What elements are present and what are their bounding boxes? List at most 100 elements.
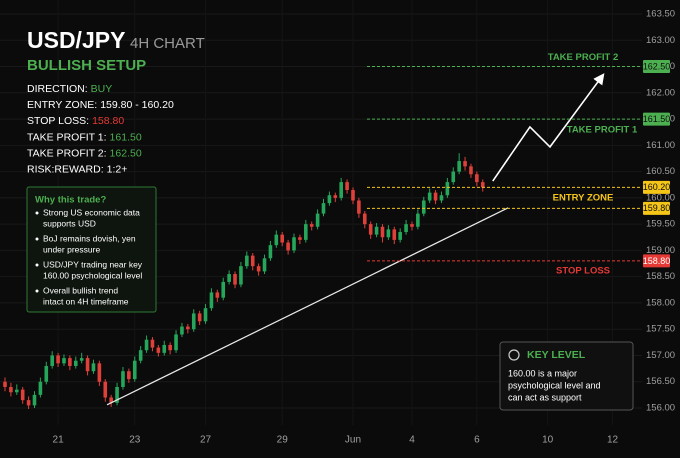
x-tick-label: 29: [277, 435, 289, 446]
candle-body: [416, 213, 420, 227]
x-tick-label: 27: [200, 435, 212, 446]
why-title: Why this trade?: [35, 195, 106, 206]
level-tag-label: 160.20: [643, 182, 671, 192]
x-tick-label: 12: [607, 435, 619, 446]
candle-body: [150, 339, 155, 348]
candle-body: [14, 389, 19, 393]
chart-subtitle: 4H CHART: [130, 35, 205, 52]
candle-body: [209, 292, 214, 309]
setup-line: ENTRY ZONE: 159.80 - 160.20: [27, 99, 174, 111]
bullet-text: intact on 4H timeframe: [43, 296, 129, 306]
candle-body: [345, 182, 349, 190]
x-tick-label: Jun: [345, 435, 361, 446]
setup-line: TAKE PROFIT 2: 162.50: [27, 147, 142, 159]
bullet-text: supports USD: [43, 218, 96, 228]
candle-body: [439, 195, 444, 201]
candle-body: [309, 224, 314, 227]
y-tick-label: 161.00: [646, 140, 675, 151]
y-tick-label: 163.00: [646, 35, 675, 46]
setup-value: 162.50: [110, 147, 142, 159]
candle-body: [327, 195, 332, 204]
setup-value: 158.80: [92, 115, 124, 127]
candle-body: [109, 397, 113, 403]
why-box: [26, 186, 157, 313]
projection-arrow: [492, 73, 605, 182]
candle-body: [115, 386, 119, 403]
bulb-icon: [508, 349, 520, 361]
candle-body: [374, 226, 379, 235]
level-tag-label: 159.80: [643, 203, 671, 213]
candle-body: [180, 326, 184, 335]
candle-body: [404, 224, 408, 233]
candle-body: [298, 237, 302, 240]
candle-body: [469, 166, 473, 175]
x-tick-label: 4: [409, 435, 415, 446]
candle-body: [475, 174, 479, 183]
candle-body: [62, 358, 66, 364]
level-tag: [643, 180, 670, 194]
key-level-text: can act as support: [508, 392, 582, 402]
candle-body: [32, 394, 37, 406]
candle-body: [321, 203, 326, 214]
x-tick-label: 21: [53, 435, 65, 446]
bullet-dot: [35, 263, 39, 267]
bullet-text: Strong US economic data: [43, 207, 140, 217]
candle-body: [339, 182, 343, 198]
y-tick-label: 158.00: [646, 297, 675, 308]
candle-body: [191, 313, 196, 330]
y-tick-label: 163.50: [646, 9, 675, 20]
setup-label: TAKE PROFIT 2:: [27, 147, 107, 159]
chart-title: USD/JPY: [27, 27, 125, 53]
candle-body: [132, 360, 137, 380]
y-tick-label: 160.50: [646, 166, 675, 177]
candle-body: [463, 161, 467, 167]
candle-body: [274, 234, 279, 246]
setup-label: DIRECTION:: [27, 83, 88, 95]
y-tick-label: 156.00: [646, 403, 675, 414]
level-label: ENTRY ZONE: [553, 192, 614, 203]
candle-body: [197, 313, 202, 322]
bullet-dot: [35, 237, 39, 241]
bullet-text: 160.00 psychological level: [43, 270, 142, 280]
candle-body: [3, 381, 7, 387]
setup-value: 159.80 - 160.20: [100, 99, 174, 111]
level-tag-label: 162.50: [643, 61, 671, 71]
candle-body: [421, 200, 426, 214]
candle-body: [138, 350, 143, 361]
plot-area: 162.50 TAKE PROFIT 2 161.50 TAKE PROFIT 1 16…: [3, 52, 671, 410]
setup-line: RISK:REWARD: 1:2+: [27, 163, 127, 175]
candle-body: [127, 371, 131, 380]
candle-body: [79, 358, 84, 361]
y-tick-label: 159.50: [646, 219, 675, 230]
level-label: TAKE PROFIT 2: [548, 52, 619, 63]
candle-body: [262, 258, 267, 272]
x-tick-label: 6: [474, 435, 480, 446]
candle-body: [68, 358, 72, 366]
candle-body: [268, 245, 273, 259]
candle-body: [351, 189, 355, 201]
candle-body: [410, 224, 414, 227]
candle-body: [280, 234, 285, 243]
setup-label: STOP LOSS:: [27, 115, 89, 127]
level-tag: [643, 201, 670, 215]
candle-body: [162, 344, 167, 353]
bullet-dot: [35, 211, 39, 215]
setup-value: BUY: [91, 83, 113, 95]
candle-body: [368, 224, 373, 235]
level-tag: [643, 112, 670, 126]
y-tick-label: 157.00: [646, 350, 675, 361]
candle-body: [398, 232, 402, 240]
setup-panel: USD/JPY 4H CHART BULLISH SETUP Why this …: [26, 27, 634, 411]
level-tag: [643, 254, 670, 268]
candle-body: [168, 344, 172, 351]
candle-body: [44, 365, 49, 382]
candle-body: [256, 266, 261, 272]
bullet-text: USD/JPY trading near key: [43, 259, 143, 269]
key-level-text: psychological level and: [508, 380, 601, 390]
candle-body: [245, 255, 249, 267]
candle-body: [85, 358, 90, 372]
candle-body: [215, 292, 220, 298]
candle-body: [174, 334, 178, 351]
candle-body: [73, 360, 78, 366]
